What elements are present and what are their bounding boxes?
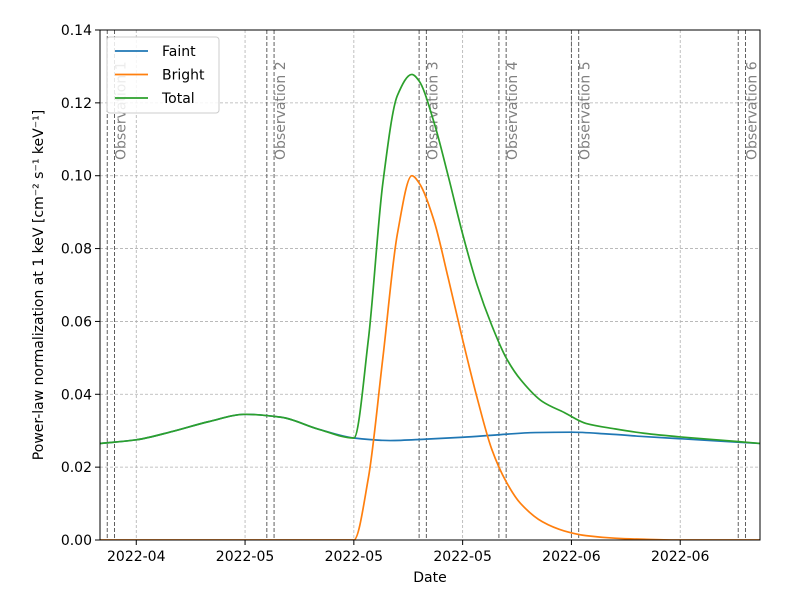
x-tick-label: 2022-04 bbox=[107, 549, 166, 565]
observation-label: Observation 3 bbox=[425, 61, 441, 160]
legend-label-faint: Faint bbox=[162, 44, 196, 60]
axis-ticks: 0.00 0.02 0.04 0.06 0.08 0.10 0.12 0.14 2022-04 2… bbox=[61, 23, 710, 565]
y-tick-label: 0.14 bbox=[61, 23, 92, 39]
y-tick-label: 0.12 bbox=[61, 96, 92, 112]
legend-label-bright: Bright bbox=[162, 68, 205, 84]
observation-label: Observation 4 bbox=[505, 61, 521, 160]
observation-label: Observation 6 bbox=[744, 61, 760, 160]
y-tick-label: 0.08 bbox=[61, 242, 92, 258]
series-line-bright bbox=[100, 174, 760, 540]
plot-frame bbox=[99, 29, 761, 541]
x-tick-label: 2022-05 bbox=[216, 549, 275, 565]
x-tick-label: 2022-05 bbox=[433, 549, 492, 565]
observation-label: Observation 2 bbox=[273, 61, 289, 160]
x-tick-label: 2022-06 bbox=[542, 549, 601, 565]
y-tick-label: 0.02 bbox=[61, 460, 92, 476]
legend-box bbox=[106, 36, 220, 114]
y-tick-label: 0.00 bbox=[61, 533, 92, 549]
x-tick-label: 2022-06 bbox=[651, 549, 710, 565]
legend: Faint Bright Total bbox=[106, 36, 220, 114]
x-axis-label: Date bbox=[413, 570, 446, 586]
y-axis-label: Power-law normalization at 1 keV [cm⁻² s… bbox=[31, 110, 47, 460]
y-tick-label: 0.04 bbox=[61, 387, 92, 403]
observation-label: Observation 5 bbox=[578, 61, 594, 160]
series-lines bbox=[100, 73, 760, 540]
y-tick-label: 0.10 bbox=[61, 169, 92, 185]
y-tick-label: 0.06 bbox=[61, 314, 92, 330]
x-tick-label: 2022-05 bbox=[325, 549, 384, 565]
series-line-total bbox=[100, 73, 760, 445]
legend-label-total: Total bbox=[161, 91, 195, 107]
